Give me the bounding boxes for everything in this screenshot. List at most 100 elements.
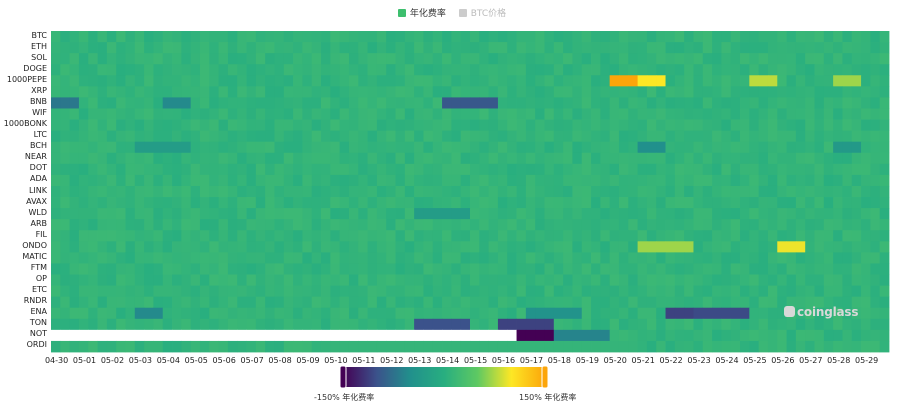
heatmap-cell[interactable] [749, 241, 760, 253]
heatmap-cell[interactable] [209, 174, 219, 187]
heatmap-cell[interactable] [693, 108, 704, 120]
heatmap-cell[interactable] [209, 307, 219, 320]
heatmap-cell[interactable] [348, 307, 359, 320]
heatmap-cell[interactable] [274, 296, 285, 309]
heatmap-cell[interactable] [795, 141, 806, 154]
heatmap-cell[interactable] [665, 307, 676, 320]
heatmap-cell[interactable] [861, 296, 871, 309]
heatmap-cell[interactable] [758, 97, 769, 109]
heatmap-cell[interactable] [386, 208, 396, 220]
heatmap-cell[interactable] [572, 152, 583, 165]
heatmap-cell[interactable] [507, 197, 517, 209]
heatmap-cell[interactable] [646, 185, 657, 198]
heatmap-cell[interactable] [386, 241, 396, 253]
heatmap-cell[interactable] [507, 42, 517, 54]
heatmap-cell[interactable] [162, 31, 173, 43]
heatmap-cell[interactable] [134, 219, 145, 231]
heatmap-cell[interactable] [386, 97, 396, 109]
heatmap-cell[interactable] [488, 119, 499, 132]
heatmap-cell[interactable] [181, 119, 192, 132]
heatmap-cell[interactable] [60, 263, 71, 275]
heatmap-cell[interactable] [842, 197, 853, 209]
heatmap-cell[interactable] [842, 119, 853, 132]
heatmap-cell[interactable] [423, 141, 434, 154]
heatmap-cell[interactable] [637, 31, 648, 43]
heatmap-cell[interactable] [78, 119, 89, 132]
heatmap-cell[interactable] [69, 174, 80, 187]
heatmap-cell[interactable] [861, 174, 871, 187]
heatmap-cell[interactable] [209, 152, 219, 165]
heatmap-cell[interactable] [488, 108, 499, 120]
heatmap-cell[interactable] [246, 64, 257, 76]
heatmap-cell[interactable] [609, 274, 620, 286]
heatmap-cell[interactable] [199, 64, 210, 76]
heatmap-cell[interactable] [693, 75, 704, 87]
heatmap-cell[interactable] [665, 119, 676, 132]
heatmap-cell[interactable] [227, 318, 238, 331]
heatmap-cell[interactable] [69, 31, 80, 43]
heatmap-cell[interactable] [144, 274, 154, 286]
heatmap-cell[interactable] [265, 174, 275, 187]
heatmap-cell[interactable] [497, 130, 508, 143]
heatmap-cell[interactable] [497, 307, 508, 320]
heatmap-cell[interactable] [78, 296, 89, 309]
heatmap-cell[interactable] [190, 307, 201, 320]
heatmap-cell[interactable] [795, 86, 806, 98]
heatmap-cell[interactable] [414, 263, 424, 275]
heatmap-cell[interactable] [376, 31, 387, 43]
heatmap-cell[interactable] [525, 42, 536, 54]
heatmap-cell[interactable] [497, 75, 508, 87]
heatmap-cell[interactable] [153, 252, 164, 264]
heatmap-cell[interactable] [414, 219, 424, 231]
heatmap-cell[interactable] [600, 252, 611, 264]
heatmap-cell[interactable] [153, 219, 164, 231]
heatmap-cell[interactable] [814, 86, 825, 98]
heatmap-cell[interactable] [628, 163, 638, 176]
heatmap-cell[interactable] [497, 97, 508, 109]
heatmap-cell[interactable] [786, 86, 797, 98]
heatmap-cell[interactable] [218, 208, 229, 220]
heatmap-cell[interactable] [237, 31, 247, 43]
heatmap-cell[interactable] [712, 97, 722, 109]
heatmap-cell[interactable] [376, 141, 387, 154]
heatmap-cell[interactable] [470, 252, 480, 264]
heatmap-cell[interactable] [665, 174, 676, 187]
heatmap-cell[interactable] [367, 108, 378, 120]
heatmap-cell[interactable] [656, 75, 666, 87]
heatmap-cell[interactable] [618, 53, 629, 65]
heatmap-cell[interactable] [106, 75, 117, 87]
heatmap-cell[interactable] [293, 64, 303, 76]
heatmap-cell[interactable] [358, 307, 368, 320]
heatmap-cell[interactable] [721, 75, 732, 87]
heatmap-cell[interactable] [600, 208, 611, 220]
heatmap-cell[interactable] [842, 42, 853, 54]
heatmap-cell[interactable] [209, 252, 219, 264]
heatmap-cell[interactable] [665, 97, 676, 109]
heatmap-cell[interactable] [302, 119, 313, 132]
heatmap-cell[interactable] [786, 230, 797, 242]
heatmap-cell[interactable] [879, 285, 890, 298]
heatmap-cell[interactable] [674, 296, 685, 309]
heatmap-cell[interactable] [358, 285, 368, 298]
heatmap-cell[interactable] [302, 108, 313, 120]
heatmap-cell[interactable] [786, 108, 797, 120]
heatmap-cell[interactable] [227, 230, 238, 242]
heatmap-cell[interactable] [144, 75, 154, 87]
heatmap-cell[interactable] [805, 64, 815, 76]
heatmap-cell[interactable] [78, 263, 89, 275]
heatmap-cell[interactable] [684, 241, 694, 253]
heatmap-cell[interactable] [51, 163, 61, 176]
heatmap-cell[interactable] [69, 285, 80, 298]
heatmap-cell[interactable] [665, 208, 676, 220]
heatmap-cell[interactable] [600, 241, 611, 253]
heatmap-cell[interactable] [879, 185, 890, 198]
heatmap-cell[interactable] [879, 152, 890, 165]
heatmap-cell[interactable] [414, 274, 424, 286]
heatmap-cell[interactable] [786, 241, 797, 253]
heatmap-cell[interactable] [507, 31, 517, 43]
heatmap-cell[interactable] [227, 263, 238, 275]
heatmap-cell[interactable] [227, 141, 238, 154]
heatmap-cell[interactable] [656, 296, 666, 309]
heatmap-cell[interactable] [293, 219, 303, 231]
heatmap-cell[interactable] [153, 174, 164, 187]
